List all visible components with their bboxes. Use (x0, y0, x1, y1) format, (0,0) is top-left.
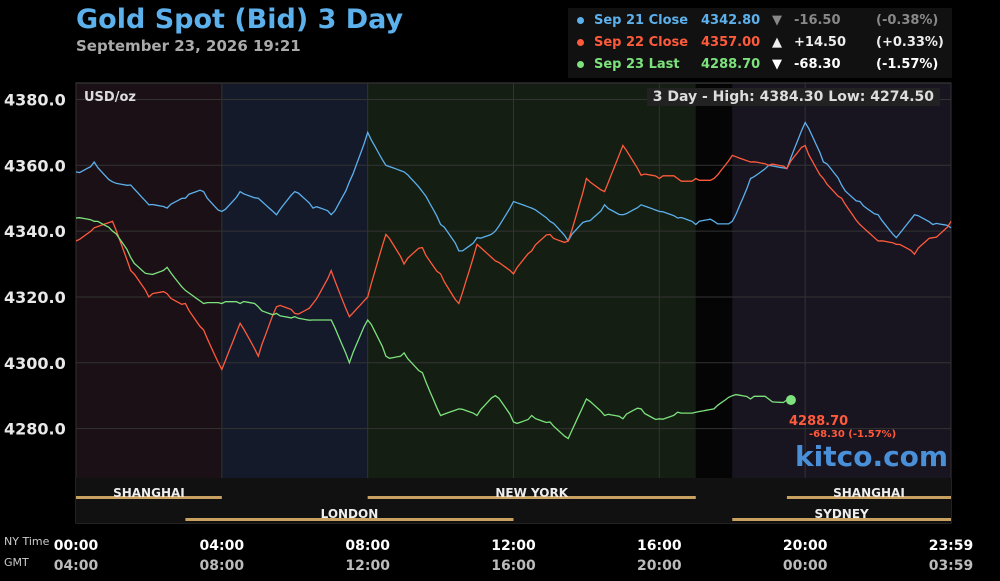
series-line (75, 217, 788, 440)
last-price-value: 4288.70 (789, 414, 849, 429)
session-shade (695, 84, 733, 478)
legend-arrow-icon: ▼ (772, 57, 782, 72)
legend-pct: (-0.38%) (876, 13, 939, 28)
legend-date: Sep 22 Close (594, 35, 689, 50)
last-price-change: -68.30 (-1.57%) (809, 429, 897, 440)
legend-dot-icon (577, 17, 584, 24)
y-tick-label: 4320.0 (4, 288, 66, 307)
legend-pct: (-1.57%) (876, 57, 939, 72)
gmt-axis-title: GMT (4, 556, 29, 569)
legend-arrow-icon: ▼ (772, 13, 782, 28)
legend-row-sep23: Sep 23 Last 4288.70 ▼ -68.30 (-1.57%) (568, 55, 952, 75)
x-tick-label-gmt: 04:00 (54, 558, 99, 574)
series-line (75, 121, 952, 252)
session-bar (786, 496, 951, 499)
x-tick-label-gmt: 20:00 (637, 558, 682, 574)
y-tick-label: 4360.0 (4, 156, 66, 175)
x-tick-label-ny: 23:59 (929, 538, 974, 554)
session-shade (76, 84, 222, 478)
legend-price: 4288.70 (701, 57, 761, 72)
y-tick-label: 4340.0 (4, 222, 66, 241)
x-tick-label-gmt: 03:59 (929, 558, 974, 574)
session-label: SHANGHAI (833, 486, 905, 500)
legend-date: Sep 23 Last (594, 57, 680, 72)
legend-change: +14.50 (794, 35, 847, 50)
chart-subtitle: September 23, 2026 19:21 (76, 37, 301, 55)
last-price-label: 4288.70 -68.30 (-1.57%) (789, 414, 896, 440)
legend-date: Sep 21 Close (594, 13, 689, 28)
y-tick-label: 4280.0 (4, 420, 66, 439)
series-line (75, 144, 952, 371)
session-band-background (76, 478, 951, 523)
chart-title: Gold Spot (Bid) 3 Day (76, 4, 404, 35)
session-shade (221, 84, 368, 478)
legend-row-sep22: Sep 22 Close 4357.00 ▲ +14.50 (+0.33%) (568, 33, 952, 53)
brand-logo: kitco.com (795, 440, 949, 473)
legend-pct: (+0.33%) (876, 35, 944, 50)
x-tick-label-gmt: 08:00 (200, 558, 245, 574)
session-bar (732, 518, 951, 521)
legend-change: -68.30 (794, 57, 841, 72)
x-tick-label-gmt: 00:00 (783, 558, 828, 574)
legend-row-sep21: Sep 21 Close 4342.80 ▼ -16.50 (-0.38%) (568, 11, 952, 31)
legend-price: 4357.00 (701, 35, 761, 50)
session-label: LONDON (321, 507, 379, 521)
session-label: NEW YORK (495, 486, 568, 500)
x-tick-label-gmt: 12:00 (345, 558, 390, 574)
y-tick-label: 4380.0 (4, 90, 66, 109)
legend-dot-icon (577, 39, 584, 46)
legend-change: -16.50 (794, 13, 841, 28)
x-tick-label-ny: 12:00 (491, 538, 536, 554)
session-bar (367, 496, 696, 499)
session-bar (185, 518, 514, 521)
x-tick-label-ny: 04:00 (200, 538, 245, 554)
last-point-marker (785, 394, 796, 405)
x-tick-label-ny: 20:00 (783, 538, 828, 554)
x-tick-label-ny: 16:00 (637, 538, 682, 554)
legend: Sep 21 Close 4342.80 ▼ -16.50 (-0.38%) S… (568, 8, 952, 78)
x-tick-label-ny: 00:00 (54, 538, 99, 554)
legend-arrow-icon: ▲ (772, 35, 782, 50)
ny-time-axis-title: NY Time (4, 535, 50, 548)
session-shade (732, 84, 951, 478)
session-label: SHANGHAI (113, 486, 185, 500)
session-label: SYDNEY (815, 507, 870, 521)
session-shade (367, 84, 696, 478)
session-bar (76, 496, 222, 499)
legend-price: 4342.80 (701, 13, 761, 28)
x-tick-label-ny: 08:00 (345, 538, 390, 554)
high-low-label: 3 Day - High: 4384.30 Low: 4274.50 (646, 88, 940, 106)
unit-label: USD/oz (84, 90, 136, 105)
y-tick-label: 4300.0 (4, 354, 66, 373)
x-tick-label-gmt: 16:00 (491, 558, 536, 574)
legend-dot-icon (577, 61, 584, 68)
